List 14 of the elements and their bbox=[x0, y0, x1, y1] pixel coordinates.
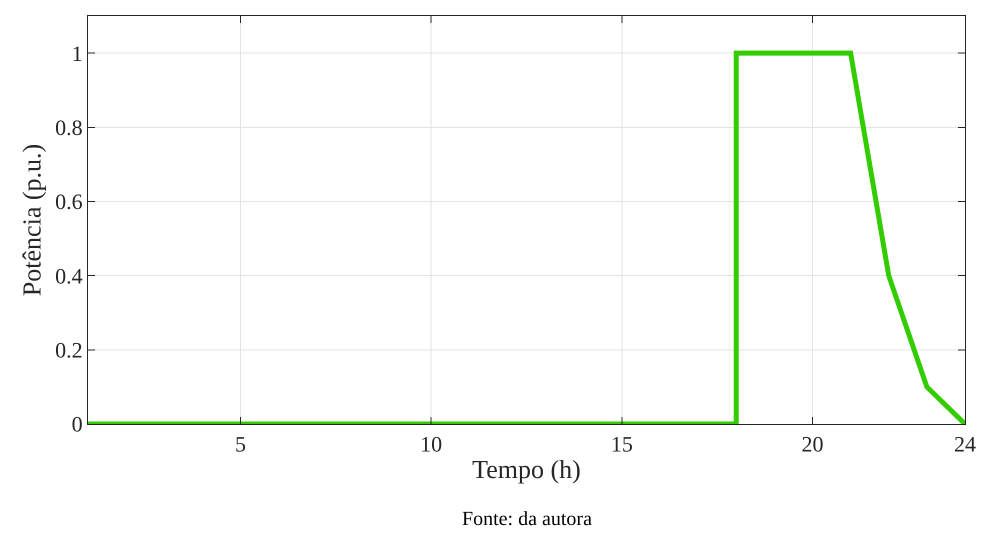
y-tick-label: 0.2 bbox=[55, 338, 83, 363]
source-note: Fonte: da autora bbox=[462, 508, 592, 530]
y-tick-label: 0.8 bbox=[55, 114, 83, 140]
x-tick-label: 5 bbox=[235, 431, 246, 456]
y-tick-label: 0 bbox=[72, 412, 83, 437]
y-tick-label: 1 bbox=[72, 40, 83, 66]
x-tick-label: 15 bbox=[610, 431, 633, 456]
y-axis-title: Potência (p.u.) bbox=[18, 144, 46, 296]
x-tick-label: 20 bbox=[801, 431, 824, 456]
y-tick-label: 0.4 bbox=[55, 263, 83, 288]
y-tick-label: 0.6 bbox=[55, 189, 83, 214]
x-axis-title: Tempo (h) bbox=[472, 455, 581, 484]
x-tick-label: 10 bbox=[420, 431, 442, 456]
x-tick-label: 24 bbox=[954, 431, 976, 456]
